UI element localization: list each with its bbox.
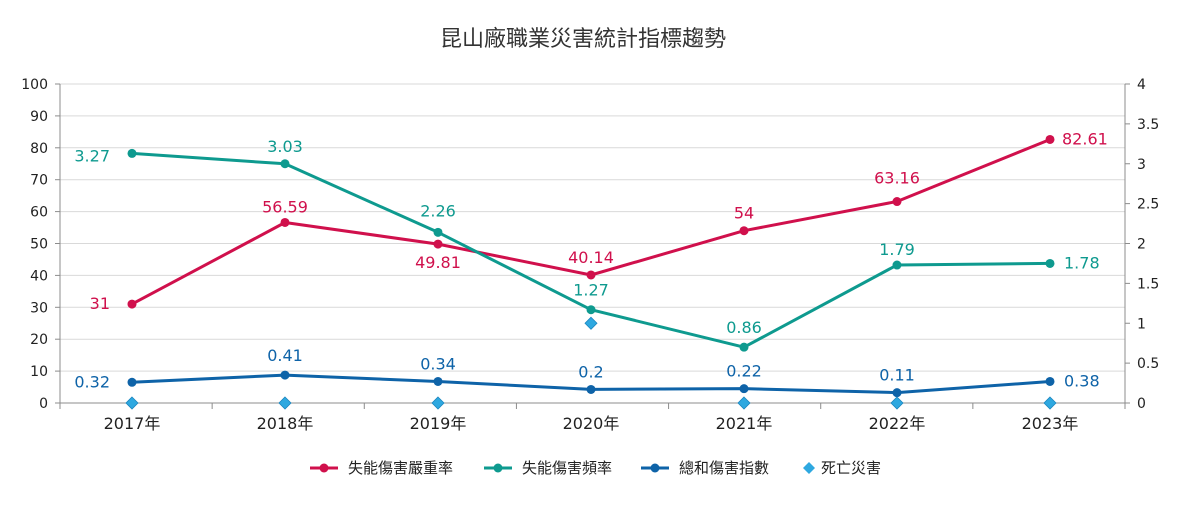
left-tick-label: 70 xyxy=(30,173,48,189)
data-point xyxy=(586,270,596,280)
data-point xyxy=(892,388,902,398)
x-tick-label: 2023年 xyxy=(1022,414,1079,433)
data-point-diamond xyxy=(737,396,751,410)
left-tick-label: 100 xyxy=(21,77,48,93)
data-point-diamond xyxy=(890,396,904,410)
data-point-diamond xyxy=(1043,396,1057,410)
right-tick-label: 3 xyxy=(1137,157,1146,173)
data-point xyxy=(586,384,596,394)
data-label: 0.86 xyxy=(726,318,762,337)
data-label: 1.78 xyxy=(1064,253,1100,272)
data-point xyxy=(1045,134,1055,144)
data-label: 0.22 xyxy=(726,362,762,381)
left-tick-label: 50 xyxy=(30,237,48,253)
data-point-diamond xyxy=(125,396,139,410)
right-tick-label: 1.5 xyxy=(1137,276,1159,292)
legend-marker xyxy=(319,463,329,473)
left-tick-label: 90 xyxy=(30,109,48,125)
right-tick-label: 4 xyxy=(1137,77,1146,93)
chart-title: 昆山廠職業災害統計指標趨勢 xyxy=(440,27,726,52)
legend-label: 失能傷害嚴重率 xyxy=(348,459,453,477)
left-tick-label: 80 xyxy=(30,141,48,157)
x-tick-label: 2018年 xyxy=(257,414,314,433)
data-label: 82.61 xyxy=(1062,129,1108,148)
data-point-diamond xyxy=(431,396,445,410)
left-tick-label: 20 xyxy=(30,332,48,348)
data-label: 0.11 xyxy=(879,366,915,385)
left-tick-label: 40 xyxy=(30,268,48,284)
legend-label: 死亡災害 xyxy=(821,459,881,477)
right-tick-label: 1 xyxy=(1137,316,1146,332)
data-label: 0.32 xyxy=(74,372,110,391)
data-point xyxy=(739,342,749,352)
data-label: 31 xyxy=(90,294,110,313)
data-point xyxy=(127,377,137,387)
data-point-diamond xyxy=(584,316,598,330)
right-tick-label: 2 xyxy=(1137,237,1146,253)
x-tick-label: 2022年 xyxy=(869,414,926,433)
left-tick-label: 10 xyxy=(30,364,48,380)
data-point xyxy=(433,227,443,237)
x-tick-label: 2021年 xyxy=(716,414,773,433)
data-label: 1.79 xyxy=(879,240,915,259)
data-point xyxy=(433,376,443,386)
legend-label: 失能傷害頻率 xyxy=(522,459,612,477)
series-layer xyxy=(125,134,1057,410)
data-point xyxy=(280,159,290,169)
right-tick-label: 0.5 xyxy=(1137,356,1159,372)
data-label: 63.16 xyxy=(874,169,920,188)
data-point xyxy=(892,260,902,270)
data-point xyxy=(586,305,596,315)
data-point xyxy=(739,384,749,394)
legend-marker xyxy=(650,463,660,473)
data-label: 1.27 xyxy=(573,281,609,300)
grid-layer xyxy=(60,83,1125,404)
left-tick-label: 0 xyxy=(39,396,48,412)
x-tick-label: 2020年 xyxy=(563,414,620,433)
data-label: 56.59 xyxy=(262,197,308,216)
data-point xyxy=(1045,258,1055,268)
data-point xyxy=(280,217,290,227)
data-label: 3.27 xyxy=(74,146,110,165)
legend-marker xyxy=(803,462,815,474)
data-point xyxy=(1045,376,1055,386)
data-point xyxy=(433,239,443,249)
axis-layer: 0 10 20 30 40 50 60 70 80 90 100 0 0.5 1 1.5 2 2.5 3 3.5 4 2… xyxy=(21,77,1159,433)
data-point xyxy=(280,370,290,380)
x-tick-label: 2019年 xyxy=(410,414,467,433)
data-label: 0.2 xyxy=(578,362,603,381)
right-tick-label: 3.5 xyxy=(1137,117,1159,133)
left-tick-label: 60 xyxy=(30,205,48,221)
data-point xyxy=(127,299,137,309)
data-point xyxy=(739,226,749,236)
data-label-layer: 31 56.59 49.81 40.14 54 63.16 82.61 3.27 3.03 2.2… xyxy=(74,129,1107,391)
data-point-diamond xyxy=(278,396,292,410)
data-label: 0.34 xyxy=(420,354,456,373)
legend: 失能傷害嚴重率 失能傷害頻率 總和傷害指數 死亡災害 xyxy=(310,459,881,477)
legend-marker xyxy=(493,463,503,473)
data-label: 0.41 xyxy=(267,346,303,365)
legend-label: 總和傷害指數 xyxy=(679,459,769,477)
x-tick-label: 2017年 xyxy=(104,414,161,433)
data-point xyxy=(127,148,137,158)
data-label: 49.81 xyxy=(415,253,461,272)
left-tick-label: 30 xyxy=(30,300,48,316)
data-label: 0.38 xyxy=(1064,371,1100,390)
data-label: 54 xyxy=(734,204,754,223)
data-label: 3.03 xyxy=(267,137,303,156)
data-label: 2.26 xyxy=(420,201,456,220)
right-tick-label: 0 xyxy=(1137,396,1146,412)
right-tick-label: 2.5 xyxy=(1137,197,1159,213)
data-label: 40.14 xyxy=(568,248,614,267)
data-point xyxy=(892,197,902,207)
